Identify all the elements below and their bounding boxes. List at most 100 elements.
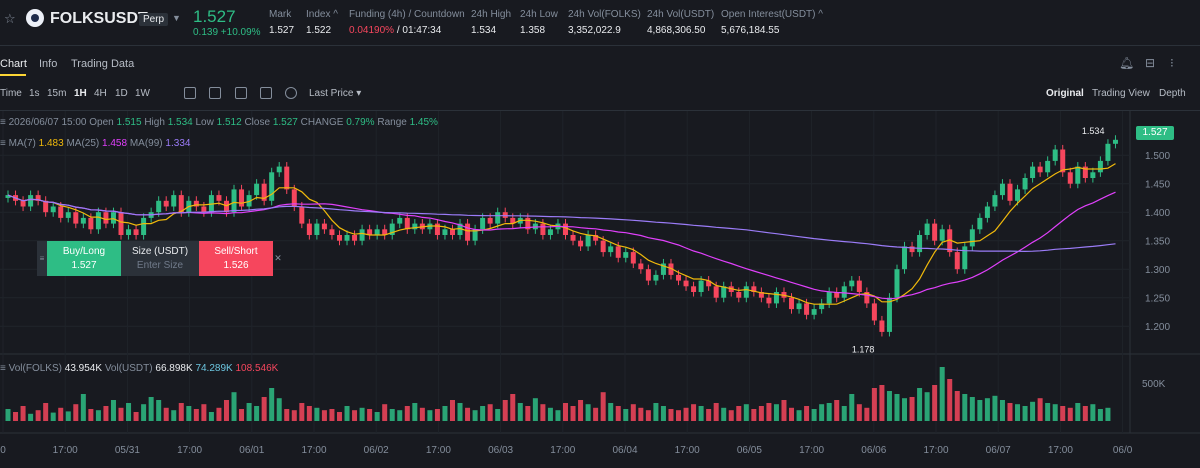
candle-body xyxy=(321,223,327,230)
layout-icon[interactable]: ⊟ xyxy=(1145,56,1156,70)
stat-label: 24h High xyxy=(471,9,512,20)
close-icon[interactable]: ✕ xyxy=(274,253,282,263)
y-tick-label: 1.350 xyxy=(1145,237,1170,248)
drawing-icon[interactable] xyxy=(260,87,272,99)
stat-value: 3,352,022.9 xyxy=(568,25,621,36)
candle-body xyxy=(743,286,749,298)
candle-body xyxy=(939,229,945,241)
ma-menu-icon[interactable]: ≡ xyxy=(0,138,9,149)
interval-1s[interactable]: 1s xyxy=(29,88,40,99)
vol-label: Vol(FOLKS) xyxy=(8,363,62,374)
volume-bar xyxy=(223,400,229,421)
volume-bar xyxy=(547,407,553,421)
current-price-tag: 1.527 xyxy=(1136,126,1174,140)
volume-bar xyxy=(103,406,109,421)
volume-bar xyxy=(585,404,591,421)
interval-15m[interactable]: 15m xyxy=(47,88,67,99)
candle-body xyxy=(20,200,26,207)
volume-bar xyxy=(954,391,960,421)
volume-bar xyxy=(676,410,682,421)
volume-bar xyxy=(789,407,795,421)
tab-trading-data[interactable]: Trading Data xyxy=(71,58,135,70)
candle-body xyxy=(630,252,636,264)
interval-1h[interactable]: 1H xyxy=(74,88,87,99)
view-depth[interactable]: Depth xyxy=(1159,88,1186,99)
volume-bar xyxy=(148,397,154,421)
settings-icon[interactable]: ⁝ xyxy=(1170,56,1174,70)
x-tick-label: 17:00 xyxy=(675,445,700,456)
candle-body xyxy=(80,217,86,224)
interval-time[interactable]: Time xyxy=(0,88,22,99)
legend-close-label: Close xyxy=(244,117,271,128)
candle-body xyxy=(668,263,674,275)
sell-short-button[interactable]: Sell/Short 1.526 xyxy=(199,241,273,276)
candle-body xyxy=(216,195,222,201)
interval-1w[interactable]: 1W xyxy=(135,88,150,99)
volume-bar xyxy=(1052,404,1058,421)
volume-bar xyxy=(442,406,448,421)
volume-bar xyxy=(367,409,373,421)
interval-4h[interactable]: 4H xyxy=(94,88,107,99)
volume-bar xyxy=(80,394,86,421)
candle-type-icon[interactable] xyxy=(235,87,247,99)
buy-long-button[interactable]: Buy/Long 1.527 xyxy=(47,241,121,276)
candle-body xyxy=(35,195,41,201)
candle-body xyxy=(894,269,900,298)
volume-bar xyxy=(819,404,825,421)
volume-bar xyxy=(909,397,915,421)
x-tick-label: 05/31 xyxy=(115,445,140,456)
tab-info[interactable]: Info xyxy=(39,58,58,70)
drag-handle-icon[interactable]: ≡ xyxy=(37,241,47,276)
interval-1d[interactable]: 1D xyxy=(115,88,128,99)
candle-body xyxy=(638,263,644,270)
contract-badge: Perp xyxy=(139,13,169,26)
price-type-select[interactable]: Last Price ▾ xyxy=(309,88,362,99)
size-input[interactable]: Size (USDT) Enter Size xyxy=(121,241,199,276)
volume-bar xyxy=(186,406,192,421)
volume-bar xyxy=(13,412,19,421)
last-price: 1.527 xyxy=(193,7,236,26)
volume-bar xyxy=(879,385,885,421)
volume-bar xyxy=(721,407,727,421)
stat-index[interactable]: Index ^ 1.522 xyxy=(306,9,338,36)
legend-open: 1.515 xyxy=(116,117,142,128)
stat-24h-high: 24h High 1.534 xyxy=(471,9,511,36)
volume-bar xyxy=(502,400,508,421)
tab-chart[interactable]: Chart xyxy=(0,58,27,70)
volume-bar xyxy=(525,406,531,421)
ma25-value: 1.458 xyxy=(102,138,128,149)
candle-body xyxy=(306,223,312,235)
volume-bar xyxy=(683,407,689,421)
volume-bar xyxy=(1067,407,1073,421)
indicator-icon[interactable] xyxy=(209,87,221,99)
volume-bar xyxy=(35,410,41,421)
candle-body xyxy=(276,166,282,173)
bell-icon[interactable]: 🔔︎ xyxy=(1119,56,1135,70)
view-trading-view[interactable]: Trading View xyxy=(1092,88,1150,99)
star-icon[interactable]: ☆ xyxy=(4,11,16,26)
candle-body xyxy=(239,189,245,207)
folks-coin-icon xyxy=(26,9,44,27)
candle-body xyxy=(653,274,659,281)
candlestick-chart[interactable]: 1.500 1.450 1.400 1.350 1.300 1.250 1.200 0 17:0… xyxy=(0,111,1200,468)
view-original[interactable]: Original xyxy=(1046,88,1084,99)
calendar-icon[interactable] xyxy=(184,87,196,99)
candle-body xyxy=(449,229,455,235)
stat-open-interest[interactable]: Open Interest(USDT) ^ 5,676,184.55 xyxy=(721,9,823,36)
volume-bar xyxy=(811,409,817,421)
volume-bar xyxy=(563,403,568,421)
symbol-name[interactable]: FOLKSUSDT xyxy=(50,10,148,27)
add-indicator-icon[interactable] xyxy=(285,87,297,99)
vol-menu-icon[interactable]: ≡ xyxy=(0,363,9,374)
candle-body xyxy=(593,235,599,241)
chevron-down-icon[interactable]: ▼ xyxy=(172,13,181,23)
volume-bar xyxy=(261,397,267,421)
ma99-line xyxy=(7,194,1116,253)
candle-body xyxy=(389,223,395,235)
candle-body xyxy=(1090,172,1096,178)
buy-label: Buy/Long xyxy=(62,246,106,257)
candle-body xyxy=(1030,166,1036,178)
candle-body xyxy=(95,212,101,230)
volume-bar xyxy=(593,407,599,421)
chart-area[interactable]: 1.500 1.450 1.400 1.350 1.300 1.250 1.200 0 17:0… xyxy=(0,110,1200,468)
